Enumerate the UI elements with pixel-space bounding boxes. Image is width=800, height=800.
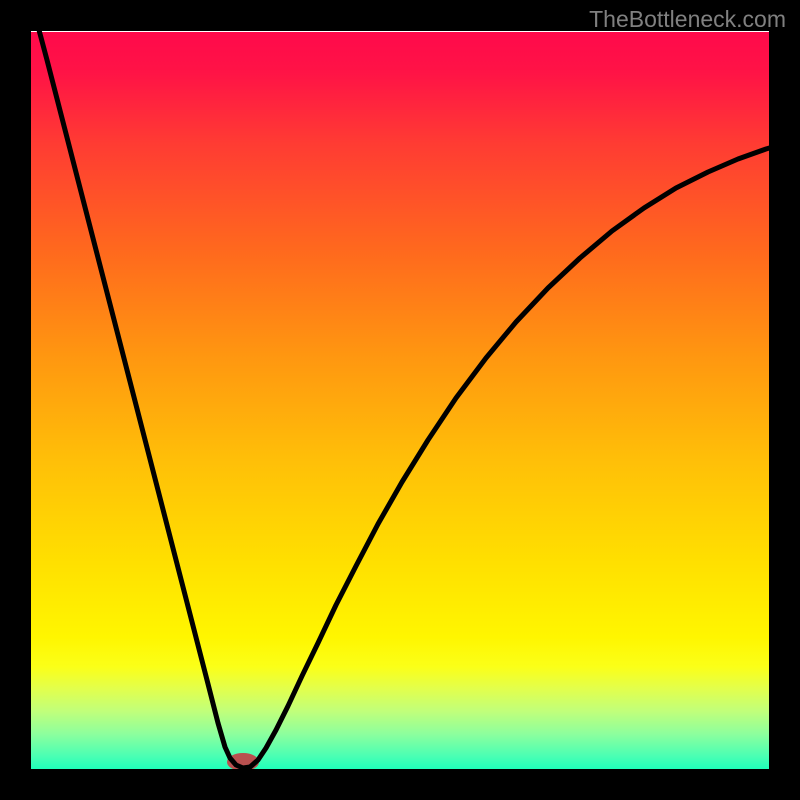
watermark-text: TheBottleneck.com: [589, 6, 786, 33]
plot-background: [31, 32, 769, 770]
bottleneck-chart: [0, 0, 800, 800]
